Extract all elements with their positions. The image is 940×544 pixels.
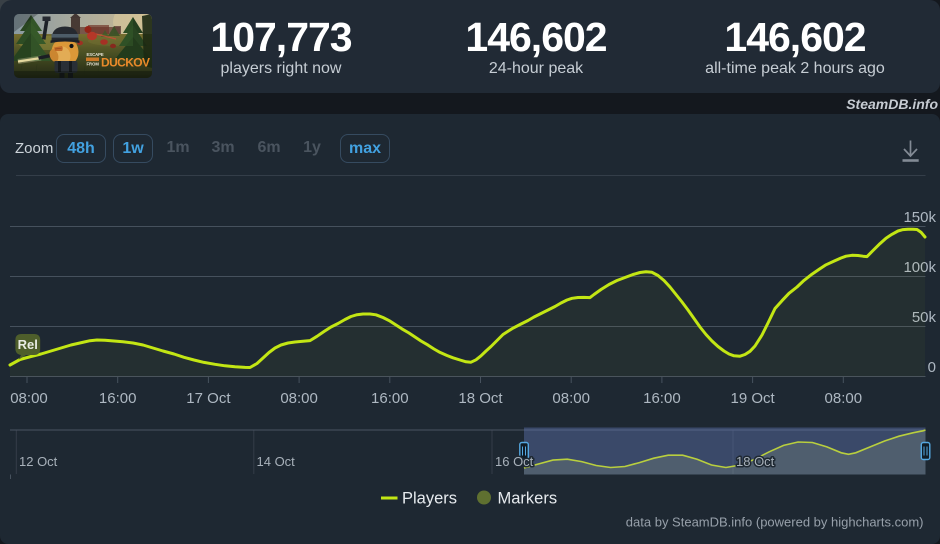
svg-text:Markers: Markers [498,490,558,508]
svg-text:08:00: 08:00 [10,390,48,407]
svg-text:14 Oct: 14 Oct [257,454,296,469]
svg-text:16 Oct: 16 Oct [495,454,534,469]
svg-text:19 Oct: 19 Oct [731,390,776,407]
svg-text:08:00: 08:00 [280,390,318,407]
svg-text:50k: 50k [912,309,937,326]
svg-text:08:00: 08:00 [825,390,863,407]
svg-text:Players: Players [402,490,457,508]
svg-text:150k: 150k [903,209,936,226]
svg-text:17 Oct: 17 Oct [186,390,231,407]
svg-text:18 Oct: 18 Oct [458,390,503,407]
svg-text:0: 0 [928,359,936,376]
svg-text:16:00: 16:00 [371,390,409,407]
svg-text:DUCKOV: DUCKOV [101,56,150,70]
svg-text:100k: 100k [903,259,936,276]
svg-text:Rel: Rel [18,337,38,352]
svg-text:08:00: 08:00 [552,390,590,407]
svg-text:ESCAPE: ESCAPE [87,52,104,57]
svg-text:16:00: 16:00 [643,390,681,407]
svg-text:12 Oct: 12 Oct [19,454,58,469]
svg-text:18 Oct: 18 Oct [736,454,775,469]
svg-text:16:00: 16:00 [99,390,137,407]
svg-text:data by SteamDB.info (powered: data by SteamDB.info (powered by highcha… [626,515,924,530]
svg-text:FROM: FROM [87,62,100,67]
